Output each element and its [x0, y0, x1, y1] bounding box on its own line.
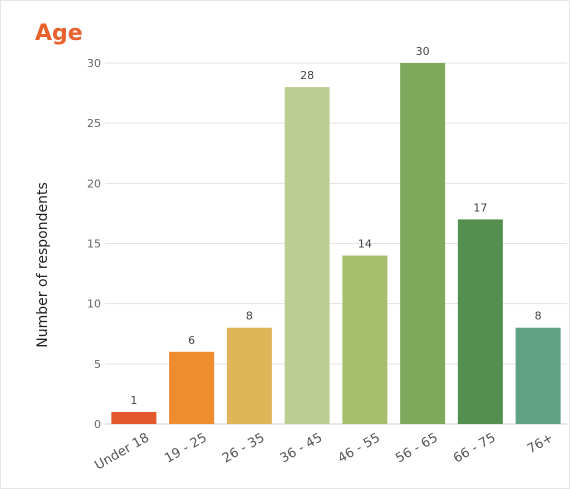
y-axis-label: Number of respondents	[35, 182, 51, 347]
x-tick-label: 36 - 45	[278, 430, 325, 466]
data-label: 1	[130, 394, 137, 407]
y-tick-label: 10	[87, 298, 101, 311]
y-tick-label: 5	[94, 358, 101, 371]
x-tick-label: 19 - 25	[162, 430, 209, 466]
y-axis-ticks: 0 5 10 15 20 25 30	[87, 57, 101, 431]
x-tick-label: 46 - 55	[335, 430, 382, 466]
data-label: 30	[416, 45, 430, 58]
data-labels: 1 6 8 28 14 30 17 8	[130, 45, 541, 407]
data-label: 6	[188, 334, 195, 347]
bar-66-75	[457, 219, 503, 424]
y-tick-label: 30	[87, 57, 101, 70]
y-tick-label: 25	[87, 117, 101, 130]
bars	[111, 63, 561, 425]
bar-under-18	[111, 411, 157, 424]
bar-46-55	[342, 255, 388, 424]
x-tick-label: Under 18	[92, 430, 151, 473]
x-tick-label: 76+	[525, 430, 556, 457]
bar-19-25	[169, 351, 215, 424]
x-tick-label: 66 - 75	[451, 430, 498, 466]
data-label: 14	[358, 238, 372, 251]
bar-36-45	[284, 87, 330, 425]
chart-title: Age	[35, 21, 83, 46]
data-label: 8	[246, 310, 253, 323]
y-tick-label: 20	[87, 177, 101, 190]
bar-56-65	[400, 63, 446, 424]
y-tick-label: 15	[87, 238, 101, 251]
data-label: 28	[300, 69, 314, 82]
x-axis-ticks: Under 18 19 - 25 26 - 35 36 - 45 46 - 55 56 -…	[92, 430, 556, 473]
bar-76	[515, 327, 561, 424]
y-tick-label: 0	[94, 418, 101, 431]
x-tick-label: 26 - 35	[220, 430, 267, 466]
data-label: 17	[473, 201, 487, 214]
bar-26-35	[226, 327, 272, 424]
data-label: 8	[535, 310, 542, 323]
x-tick-label: 56 - 65	[393, 430, 440, 466]
